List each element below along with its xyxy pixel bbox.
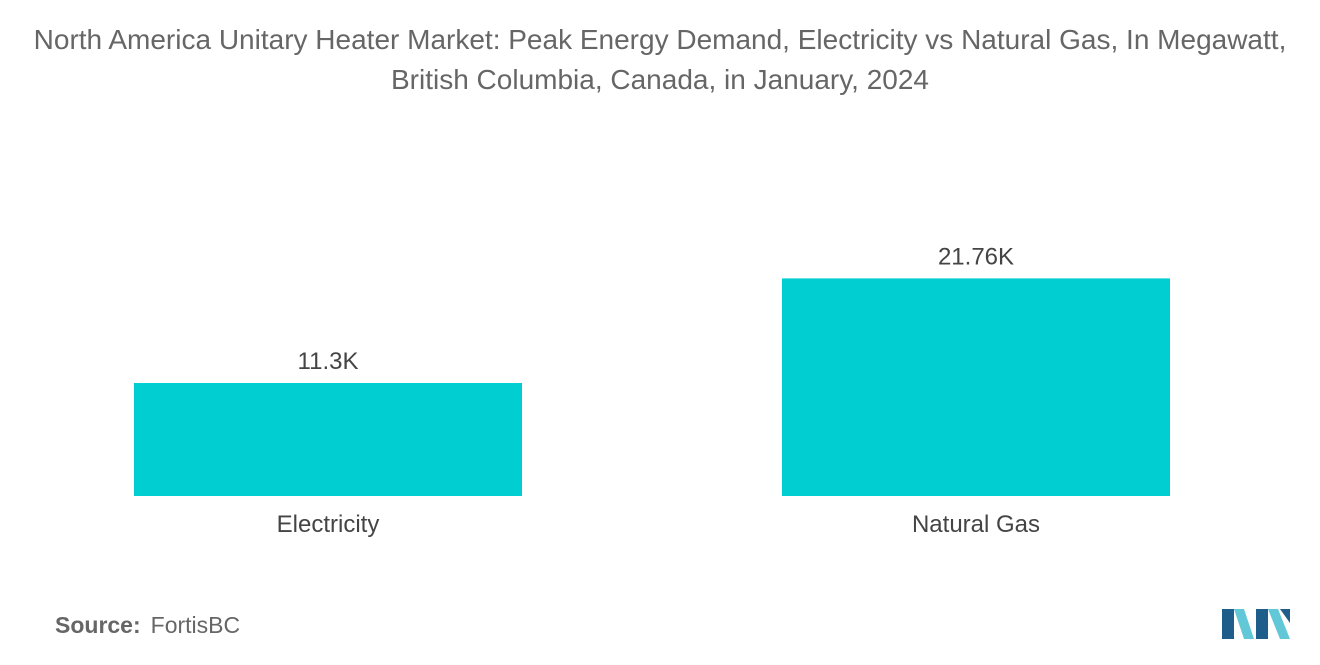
source-note: Source: FortisBC [55,612,240,639]
mordor-intelligence-logo-icon [1222,609,1290,639]
x-tick-label: Natural Gas [912,511,1040,538]
data-label: 11.3K [298,348,359,375]
source-label: Source: [55,612,141,638]
chart-title: North America Unitary Heater Market: Pea… [33,24,1287,95]
bar-natural-gas [782,278,1170,496]
source-value: FortisBC [150,612,241,638]
x-tick-label: Electricity [277,511,380,538]
bar-electricity [134,383,522,496]
data-label: 21.76K [938,243,1014,270]
